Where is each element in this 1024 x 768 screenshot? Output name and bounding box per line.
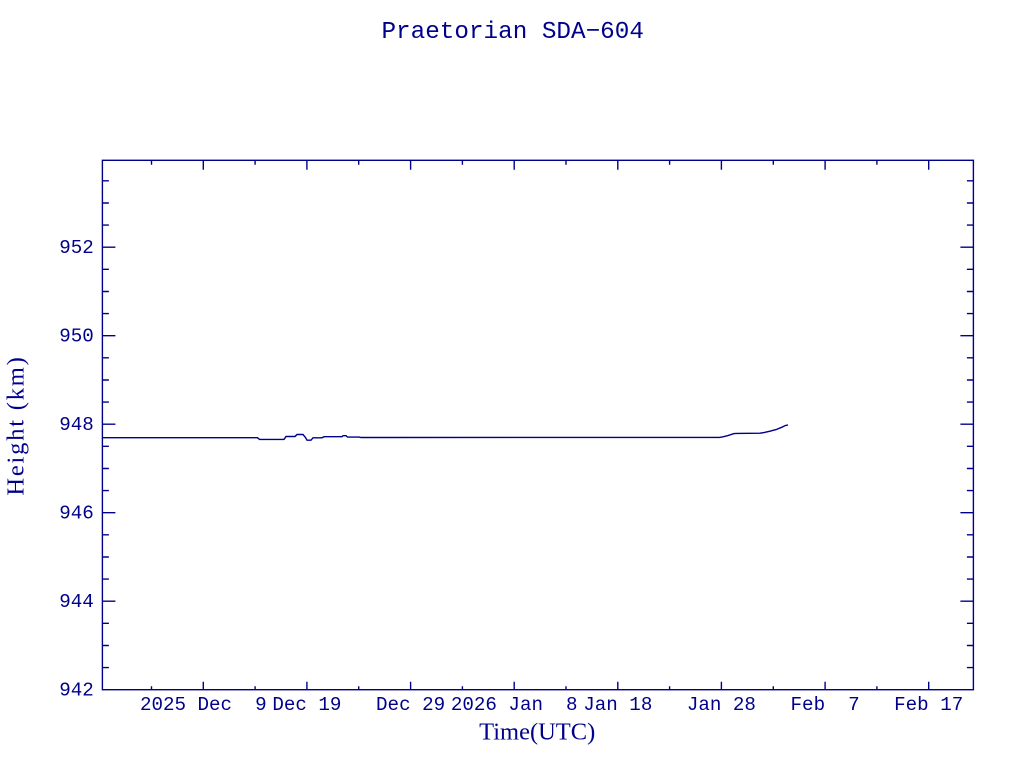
svg-text:948: 948	[59, 414, 94, 436]
svg-text:942: 942	[59, 679, 94, 701]
svg-text:Dec 19: Dec 19	[272, 694, 341, 716]
svg-text:952: 952	[59, 237, 94, 259]
svg-text:2026 Jan 8: 2026 Jan 8	[451, 694, 578, 716]
svg-text:Feb 17: Feb 17	[894, 694, 963, 716]
svg-text:950: 950	[59, 325, 94, 347]
svg-text:Height (km): Height (km)	[3, 355, 30, 495]
svg-text:946: 946	[59, 502, 94, 524]
svg-text:Jan 18: Jan 18	[583, 694, 652, 716]
svg-text:2025 Dec 9: 2025 Dec 9	[140, 694, 267, 716]
svg-text:Feb 7: Feb 7	[791, 694, 860, 716]
svg-text:944: 944	[59, 591, 94, 613]
svg-text:Dec 29: Dec 29	[376, 694, 445, 716]
svg-text:Time(UTC): Time(UTC)	[479, 718, 595, 745]
svg-text:Praetorian SDA−604: Praetorian SDA−604	[381, 19, 643, 46]
svg-text:Jan 28: Jan 28	[687, 694, 756, 716]
